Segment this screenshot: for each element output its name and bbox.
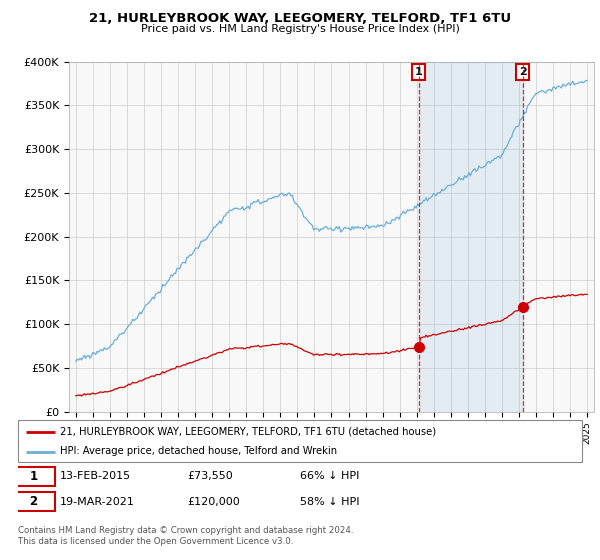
Text: 2: 2 [519,67,527,77]
Text: 2: 2 [29,496,38,508]
Text: 21, HURLEYBROOK WAY, LEEGOMERY, TELFORD, TF1 6TU (detached house): 21, HURLEYBROOK WAY, LEEGOMERY, TELFORD,… [60,427,436,437]
Text: 58% ↓ HPI: 58% ↓ HPI [300,497,359,507]
Text: 19-MAR-2021: 19-MAR-2021 [60,497,135,507]
FancyBboxPatch shape [18,420,582,462]
Text: 66% ↓ HPI: 66% ↓ HPI [300,471,359,481]
Text: Contains HM Land Registry data © Crown copyright and database right 2024.
This d: Contains HM Land Registry data © Crown c… [18,526,353,546]
Text: £73,550: £73,550 [187,471,233,481]
Bar [419,62,523,412]
Text: 13-FEB-2015: 13-FEB-2015 [60,471,131,481]
Text: Price paid vs. HM Land Registry's House Price Index (HPI): Price paid vs. HM Land Registry's House … [140,24,460,34]
Text: 1: 1 [415,67,422,77]
Text: 1: 1 [29,470,38,483]
Text: £120,000: £120,000 [187,497,240,507]
FancyBboxPatch shape [13,492,55,511]
Text: 21, HURLEYBROOK WAY, LEEGOMERY, TELFORD, TF1 6TU: 21, HURLEYBROOK WAY, LEEGOMERY, TELFORD,… [89,12,511,25]
Text: HPI: Average price, detached house, Telford and Wrekin: HPI: Average price, detached house, Telf… [60,446,337,456]
FancyBboxPatch shape [13,466,55,486]
